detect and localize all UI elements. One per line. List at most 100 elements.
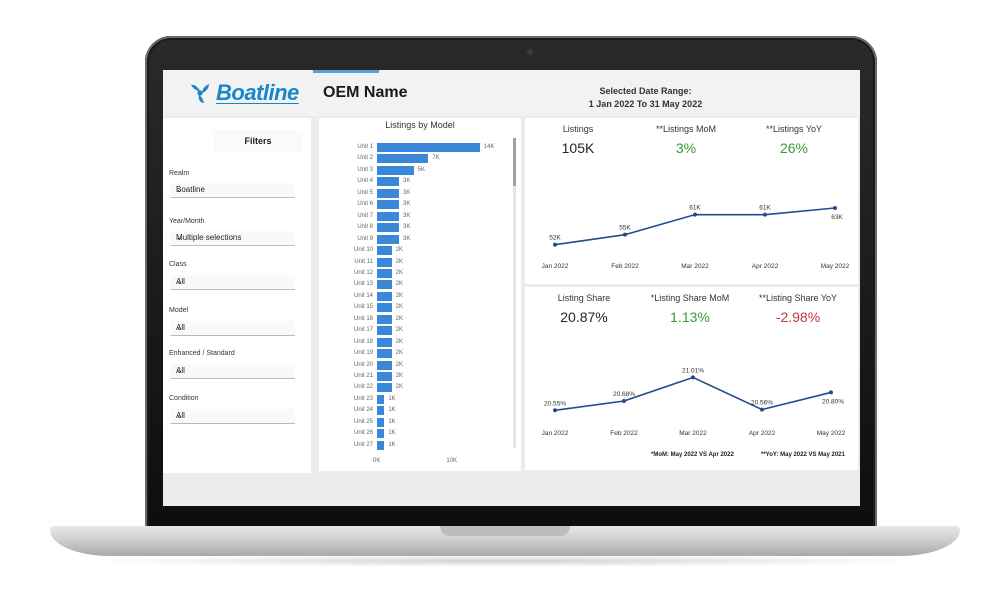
bar-category-label: Unit 8 [357, 224, 373, 231]
data-point[interactable] [691, 375, 695, 380]
filter-value: All [176, 411, 185, 420]
bar-row[interactable]: Unit 26 1K [319, 428, 521, 439]
series-line [554, 376, 832, 412]
bar-value-label: 3K [403, 224, 411, 231]
bar-row[interactable]: Unit 16 2K [319, 314, 521, 325]
bar-row[interactable]: Unit 10 2K [319, 245, 521, 256]
listings-panel: Listings 105K **Listings MoM 3% **Listin… [525, 118, 858, 284]
bar-value-label: 3K [403, 212, 411, 219]
data-point[interactable] [553, 242, 557, 247]
bar[interactable] [377, 372, 392, 381]
data-point[interactable] [553, 408, 557, 413]
bar-row[interactable]: Unit 13 2K [319, 279, 521, 290]
filter-class-dropdown[interactable]: All ⌄ [171, 275, 295, 290]
bar[interactable] [377, 234, 399, 244]
listings-trend-chart: 52K Jan 2022 55K Feb 2022 61K Mar 2022 61K Apr … [542, 205, 850, 270]
filter-realm-dropdown[interactable]: Boatline ⌄ [171, 183, 295, 198]
bar[interactable] [377, 165, 414, 175]
kpi-listings-yoy-label: **Listings YoY [765, 124, 823, 134]
data-point[interactable] [763, 212, 767, 217]
bar-row[interactable]: Unit 14 2K [319, 291, 521, 302]
chevron-down-icon: ⌄ [176, 411, 183, 420]
bar[interactable] [377, 406, 385, 416]
bar[interactable] [377, 360, 392, 370]
bar-row[interactable]: Unit 15 2K [319, 302, 521, 313]
bar-row[interactable]: Unit 4 3K [319, 176, 521, 187]
filter-condition-dropdown[interactable]: All ⌄ [171, 409, 295, 424]
bar[interactable] [377, 337, 392, 347]
bar-row[interactable]: Unit 2 7K [319, 153, 521, 164]
bar-row[interactable]: Unit 1 14K [319, 142, 521, 153]
bar[interactable] [377, 223, 399, 233]
bar-row[interactable]: Unit 24 1K [319, 405, 521, 416]
bar-row[interactable]: Unit 23 1K [319, 394, 521, 405]
filters-panel: Filters Realm Boatline ⌄ Year/Month Mult… [163, 118, 311, 473]
bar-row[interactable]: Unit 17 2K [319, 325, 521, 336]
data-label: 52K [549, 235, 561, 242]
bar[interactable] [377, 394, 385, 404]
listing-share-panel: Listing Share 20.87% *Listing Share MoM … [525, 287, 858, 470]
bar[interactable] [377, 143, 480, 152]
bar[interactable] [377, 154, 429, 164]
bar[interactable] [377, 200, 399, 210]
bar[interactable] [377, 257, 392, 267]
bar[interactable] [377, 349, 392, 359]
data-point[interactable] [693, 212, 697, 217]
data-label: 20.56% [751, 400, 773, 407]
bar-row[interactable]: Unit 5 3K [319, 188, 521, 199]
bar[interactable] [377, 188, 399, 198]
bar-row[interactable]: Unit 22 2K [319, 382, 521, 393]
x-tick-label: 10K [446, 458, 458, 464]
chart-scrollbar[interactable] [513, 138, 516, 448]
scrollbar-thumb[interactable] [513, 138, 516, 186]
filters-title: Filters [213, 130, 303, 152]
bar-row[interactable]: Unit 6 3K [319, 199, 521, 210]
bar[interactable] [377, 440, 385, 450]
bar[interactable] [377, 211, 399, 221]
bar[interactable] [377, 268, 392, 278]
bar[interactable] [377, 417, 385, 427]
bar-row[interactable]: Unit 8 3K [319, 222, 521, 233]
bar[interactable] [377, 280, 392, 290]
filter-enhanced-standard-dropdown[interactable]: All ⌄ [171, 364, 295, 379]
bar-value-label: 2K [395, 304, 403, 311]
data-point[interactable] [760, 407, 764, 412]
bar-category-label: Unit 9 [357, 235, 373, 242]
bar[interactable] [377, 383, 392, 393]
dashboard-header: Boatline OEM Name Selected Date Range: 1… [163, 70, 860, 116]
bar-row[interactable]: Unit 20 2K [319, 360, 521, 371]
bar-value-label: 3K [403, 235, 411, 242]
x-tick-label: May 2022 [817, 430, 846, 437]
date-range: Selected Date Range: 1 Jan 2022 To 31 Ma… [558, 85, 733, 111]
bar[interactable] [377, 303, 392, 313]
data-point[interactable] [623, 232, 627, 237]
bar[interactable] [377, 291, 392, 301]
bar[interactable] [377, 326, 392, 336]
bar-row[interactable]: Unit 18 2K [319, 337, 521, 348]
bar-row[interactable]: Unit 27 1K [319, 440, 521, 451]
bar-row[interactable]: Unit 11 2K [319, 257, 521, 268]
filter-year-month-dropdown[interactable]: Multiple selections ⌄ [171, 231, 295, 246]
data-point[interactable] [833, 206, 837, 210]
bar[interactable] [377, 246, 392, 256]
date-range-label: Selected Date Range: [599, 86, 692, 96]
bar-row[interactable]: Unit 19 2K [319, 348, 521, 359]
bar-category-label: Unit 24 [353, 407, 373, 414]
laptop-notch [440, 526, 570, 536]
bar[interactable] [377, 429, 385, 439]
bar-row[interactable]: Unit 12 2K [319, 268, 521, 279]
data-point[interactable] [829, 390, 833, 395]
data-point[interactable] [622, 399, 626, 403]
bar-category-label: Unit 20 [353, 361, 373, 368]
bar-row[interactable]: Unit 7 3K [319, 211, 521, 222]
x-tick-label: 0K [373, 458, 381, 464]
bar[interactable] [377, 314, 392, 324]
bar-row[interactable]: Unit 21 2K [319, 371, 521, 382]
bar-row[interactable]: Unit 9 3K [319, 234, 521, 245]
bar[interactable] [377, 177, 399, 187]
filter-model-dropdown[interactable]: All ⌄ [171, 321, 295, 336]
bar-row[interactable]: Unit 3 5K [319, 165, 521, 176]
bar-category-label: Unit 16 [353, 315, 373, 322]
bar-value-label: 2K [395, 281, 403, 288]
bar-row[interactable]: Unit 25 1K [319, 417, 521, 428]
